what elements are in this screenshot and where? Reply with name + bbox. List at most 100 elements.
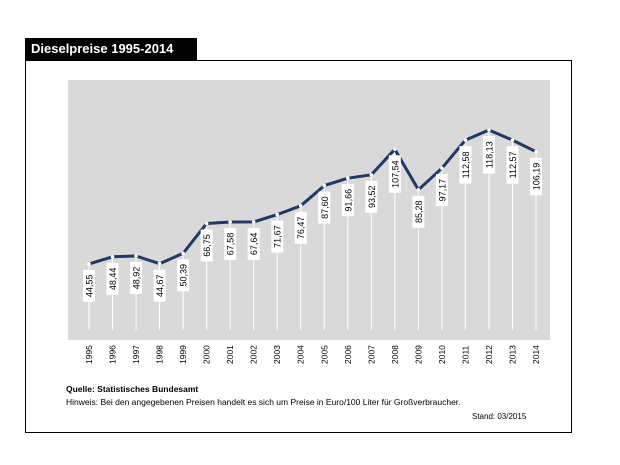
data-label: 66,75 xyxy=(200,229,213,262)
data-point xyxy=(322,183,327,188)
data-point xyxy=(181,251,185,256)
x-tick-label: 2011 xyxy=(460,345,470,364)
data-point xyxy=(251,220,256,224)
data-labels: 44,55 48,44 48,92 44,67 50,39 66,75 67,58 67,64… xyxy=(83,136,542,302)
x-tick-label: 2009 xyxy=(413,345,423,364)
data-label-text: 50,39 xyxy=(179,264,189,287)
data-label-box xyxy=(530,157,542,196)
x-tick-label: 2002 xyxy=(249,345,259,364)
data-label: 87,60 xyxy=(318,191,331,224)
data-label-box xyxy=(388,155,401,193)
data-label-text: 44,67 xyxy=(155,274,165,297)
data-label-text: 85,28 xyxy=(414,201,424,224)
data-label-text: 44,55 xyxy=(85,275,95,298)
data-point xyxy=(204,221,209,226)
x-tick-label: 2006 xyxy=(343,345,353,364)
data-point xyxy=(275,212,280,217)
data-label-box xyxy=(130,261,143,294)
x-tick-label: 2014 xyxy=(531,345,541,364)
data-label-text: 67,58 xyxy=(226,233,236,256)
stand-text: Stand: 03/2015 xyxy=(472,412,527,421)
data-point xyxy=(510,138,515,142)
x-tick-label: 1996 xyxy=(108,345,118,364)
data-label-box xyxy=(318,191,331,224)
series-line xyxy=(88,128,537,266)
x-tick-label: 1999 xyxy=(178,345,188,364)
data-label-box xyxy=(247,227,260,260)
data-label-box xyxy=(459,146,472,184)
data-label-text: 76,47 xyxy=(296,217,306,240)
note-text: Hinweis: Bei den angegebenen Preisen han… xyxy=(66,397,461,407)
data-label-text: 91,66 xyxy=(343,189,353,212)
data-label-text: 93,52 xyxy=(367,186,377,209)
x-tick-label: 2012 xyxy=(484,345,494,364)
data-point xyxy=(110,255,115,259)
data-label-text: 87,60 xyxy=(320,196,330,219)
data-label: 48,44 xyxy=(106,262,119,295)
x-tick-label: 2010 xyxy=(437,345,447,364)
data-label: 97,17 xyxy=(435,174,448,207)
data-label-text: 106,19 xyxy=(532,163,542,191)
data-point xyxy=(157,261,162,266)
data-label: 118,13 xyxy=(482,136,495,174)
data-label: 112,57 xyxy=(506,146,519,184)
x-tick-label: 2013 xyxy=(507,345,517,364)
data-label-text: 112,57 xyxy=(508,151,518,178)
data-point xyxy=(369,172,374,177)
data-label: 93,52 xyxy=(365,180,378,213)
data-label-box xyxy=(506,146,519,184)
data-label: 67,58 xyxy=(224,228,237,261)
x-tick-label: 2008 xyxy=(390,345,400,364)
data-point xyxy=(345,176,350,180)
data-label-text: 48,44 xyxy=(108,268,118,291)
data-label-box xyxy=(482,136,495,174)
plot-area xyxy=(68,80,550,340)
data-label-text: 118,13 xyxy=(484,141,494,168)
data-label: 107,54 xyxy=(388,155,401,193)
x-axis-ticks: 1995 1996 1997 1998 1999 2000 2001 2002 2003 2004… xyxy=(84,345,541,364)
x-tick-label: 2004 xyxy=(296,345,306,364)
data-label-box xyxy=(83,269,95,302)
data-label-box xyxy=(341,184,354,217)
x-tick-label: 2003 xyxy=(272,345,282,364)
data-point xyxy=(134,254,138,258)
data-point xyxy=(463,138,468,142)
data-label: 76,47 xyxy=(294,211,307,244)
data-label-text: 112,58 xyxy=(461,151,471,178)
data-label-box xyxy=(106,262,119,295)
data-label-text: 97,17 xyxy=(437,179,447,202)
data-label: 67,64 xyxy=(247,227,260,260)
x-tick-label: 1995 xyxy=(84,345,94,364)
data-label-text: 107,54 xyxy=(390,160,400,188)
data-label: 44,55 xyxy=(83,269,95,302)
data-label-box xyxy=(435,174,448,207)
data-label: 48,92 xyxy=(130,261,143,294)
data-label-box xyxy=(412,195,425,228)
data-point xyxy=(298,204,303,208)
data-point xyxy=(487,128,491,132)
x-tick-label: 2001 xyxy=(225,345,235,364)
data-label-box xyxy=(200,229,213,262)
data-label: 44,67 xyxy=(153,269,166,302)
x-tick-label: 1997 xyxy=(131,345,141,364)
data-label: 112,58 xyxy=(459,146,472,184)
x-tick-label: 2000 xyxy=(202,345,212,364)
data-label: 106,19 xyxy=(530,157,542,196)
data-label-text: 48,92 xyxy=(132,267,142,290)
x-tick-label: 2007 xyxy=(366,345,376,364)
data-label-box xyxy=(271,220,284,253)
x-tick-label: 1998 xyxy=(155,345,165,364)
data-label-box xyxy=(224,228,237,261)
data-label-box xyxy=(365,180,378,213)
data-label: 71,67 xyxy=(271,220,284,253)
data-point xyxy=(534,149,538,154)
data-label: 91,66 xyxy=(341,184,354,217)
data-label-box xyxy=(153,269,166,302)
chart-title: Dieselpreise 1995-2014 xyxy=(25,38,197,60)
data-label-text: 71,67 xyxy=(273,225,283,248)
source-text: Quelle: Statistisches Bundesamt xyxy=(66,384,199,394)
data-point xyxy=(440,166,444,170)
data-point xyxy=(87,262,91,266)
data-label-text: 66,75 xyxy=(202,234,212,257)
